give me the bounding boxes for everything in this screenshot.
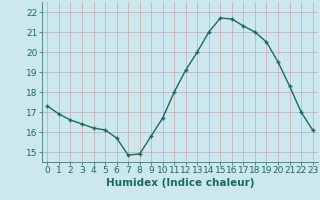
X-axis label: Humidex (Indice chaleur): Humidex (Indice chaleur) bbox=[106, 178, 254, 188]
